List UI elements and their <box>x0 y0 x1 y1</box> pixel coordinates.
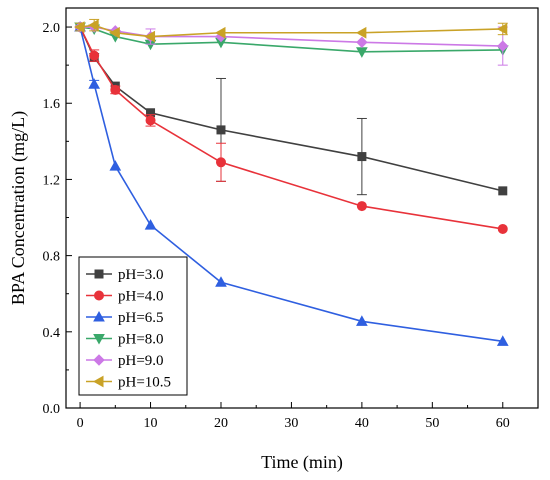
legend-marker <box>93 310 105 322</box>
series-pH=4.0 <box>75 22 508 234</box>
legend-item: pH=3.0 <box>86 267 164 283</box>
legend-item: pH=10.5 <box>86 375 171 391</box>
series-pH=10.5 <box>74 18 508 43</box>
y-axis-ticks: 0.0 0.4 0.8 1.2 1.6 2.0 <box>43 21 72 417</box>
legend-marker <box>94 290 104 301</box>
x-tick-label: 30 <box>284 416 298 431</box>
legend-item: pH=9.0 <box>86 353 164 369</box>
data-point <box>497 223 508 234</box>
legend-item: pH=6.5 <box>86 310 164 326</box>
legend-label: pH=10.5 <box>118 375 171 391</box>
data-point <box>356 315 368 326</box>
series-pH=3.0 <box>75 22 508 196</box>
series-line <box>79 26 503 230</box>
y-tick-label: 0.8 <box>43 250 61 265</box>
legend-box <box>78 256 188 396</box>
legend-marker <box>92 375 104 388</box>
x-tick-label: 40 <box>355 416 369 431</box>
data-point <box>496 23 508 35</box>
legend-marker <box>93 354 105 366</box>
data-point <box>88 19 99 31</box>
y-tick-label: 2.0 <box>43 21 61 36</box>
data-point <box>357 152 367 162</box>
data-point <box>498 186 508 196</box>
y-axis-title: BPA Concentration (mg/L) <box>8 111 29 305</box>
plot-frame <box>65 7 539 409</box>
data-point <box>356 36 368 48</box>
series-line <box>79 26 503 192</box>
y-tick-label: 1.2 <box>43 173 61 188</box>
data-point <box>109 26 120 39</box>
legend-label: pH=9.0 <box>118 353 164 369</box>
data-point <box>145 115 156 126</box>
x-tick-label: 0 <box>77 416 84 431</box>
y-tick-label: 0.0 <box>43 402 61 417</box>
data-point <box>88 78 101 89</box>
y-tick-label: 1.6 <box>43 97 61 112</box>
x-tick-label: 60 <box>496 416 510 431</box>
data-point <box>497 40 509 52</box>
legend-item: pH=4.0 <box>86 289 164 305</box>
legend-label: pH=6.5 <box>118 310 164 326</box>
data-point <box>144 30 156 43</box>
data-point <box>496 335 509 346</box>
y-tick-label: 0.4 <box>43 326 61 341</box>
legend: pH=3.0 pH=4.0 pH=6.5 pH=8.0 pH=9.0 pH=10.5 <box>78 256 188 396</box>
data-point <box>74 21 85 33</box>
legend-marker <box>93 334 105 345</box>
x-tick-label: 20 <box>214 416 228 431</box>
data-point <box>215 276 227 287</box>
x-axis-ticks: 0 10 20 30 40 50 60 <box>77 402 510 431</box>
legend-label: pH=3.0 <box>118 267 164 283</box>
data-point <box>89 50 100 61</box>
data-point <box>355 26 367 39</box>
series-pH=9.0 <box>74 21 509 66</box>
data-point <box>215 157 226 168</box>
x-tick-label: 10 <box>144 416 158 431</box>
x-tick-label: 50 <box>425 416 439 431</box>
data-point <box>109 160 122 171</box>
legend-item: pH=8.0 <box>86 332 164 348</box>
series-layer <box>74 18 509 346</box>
legend-label: pH=4.0 <box>118 289 164 305</box>
data-point <box>144 219 157 230</box>
x-axis-title: Time (min) <box>261 452 343 473</box>
data-point <box>216 125 226 135</box>
data-point <box>356 201 367 212</box>
legend-marker <box>94 269 104 279</box>
data-point <box>110 84 121 95</box>
data-point <box>214 26 226 39</box>
legend-label: pH=8.0 <box>118 332 164 348</box>
